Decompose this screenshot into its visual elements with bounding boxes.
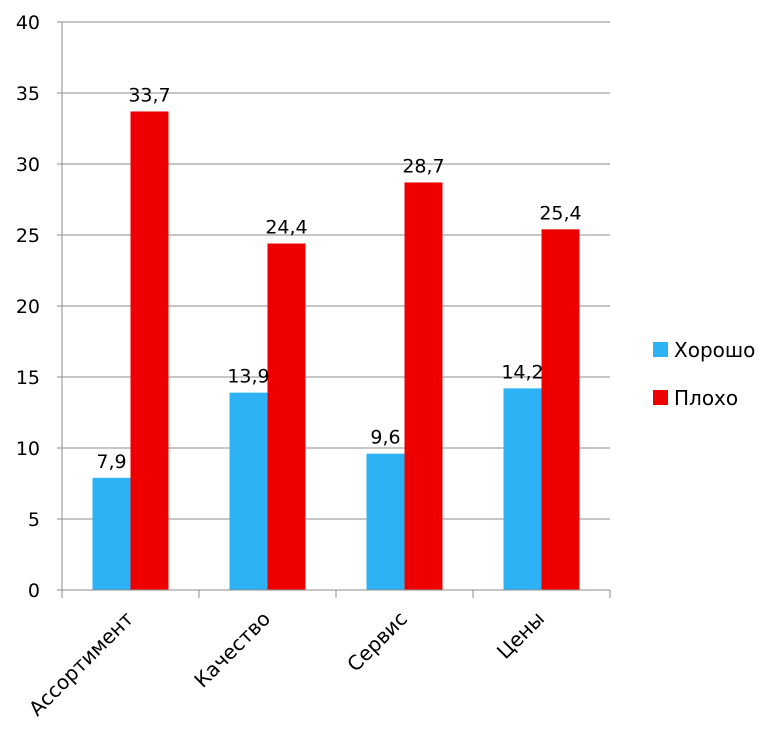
- data-label: 28,7: [402, 155, 444, 177]
- legend-label: Хорошо: [674, 338, 755, 362]
- y-tick-label: 40: [16, 12, 40, 34]
- bar-bad: [267, 243, 306, 590]
- bar-good: [366, 453, 405, 590]
- x-tick-labels: Ассортимент Качество Сервис Цены: [24, 606, 549, 720]
- y-tick-label: 35: [16, 83, 40, 105]
- x-category-label: Цены: [492, 607, 549, 664]
- bar-good: [92, 477, 131, 590]
- bar-good: [503, 388, 542, 590]
- bar-bad: [130, 111, 169, 591]
- bar-good: [229, 392, 268, 590]
- bar-bad: [404, 182, 443, 590]
- data-label: 7,9: [96, 451, 126, 473]
- legend-swatch: [653, 342, 668, 357]
- legend: Хорошо Плохо: [653, 338, 755, 410]
- data-label: 25,4: [539, 202, 581, 224]
- bars: [92, 111, 580, 591]
- x-category-label: Качество: [189, 607, 275, 693]
- data-label: 14,2: [501, 361, 543, 383]
- legend-label: Плохо: [674, 386, 738, 410]
- y-tick-label: 0: [28, 580, 40, 602]
- y-tick-label: 10: [16, 438, 40, 460]
- y-tick-label: 20: [16, 296, 40, 318]
- x-category-label: Ассортимент: [24, 606, 138, 720]
- data-labels: 7,9 33,7 13,9 24,4 9,6 28,7 14,2 25,4: [96, 84, 581, 472]
- data-label: 13,9: [227, 366, 269, 388]
- data-label: 9,6: [370, 427, 400, 449]
- y-tick-label: 15: [16, 367, 40, 389]
- legend-swatch: [653, 390, 668, 405]
- axes: [57, 21, 611, 598]
- y-tick-label: 5: [28, 509, 40, 531]
- x-category-label: Сервис: [342, 607, 412, 677]
- y-tick-labels: 0 5 10 15 20 25 30 35 40: [16, 12, 40, 602]
- data-label: 33,7: [128, 84, 170, 106]
- y-tick-label: 30: [16, 154, 40, 176]
- bar-bad: [541, 229, 580, 590]
- y-tick-label: 25: [16, 225, 40, 247]
- data-label: 24,4: [265, 217, 307, 239]
